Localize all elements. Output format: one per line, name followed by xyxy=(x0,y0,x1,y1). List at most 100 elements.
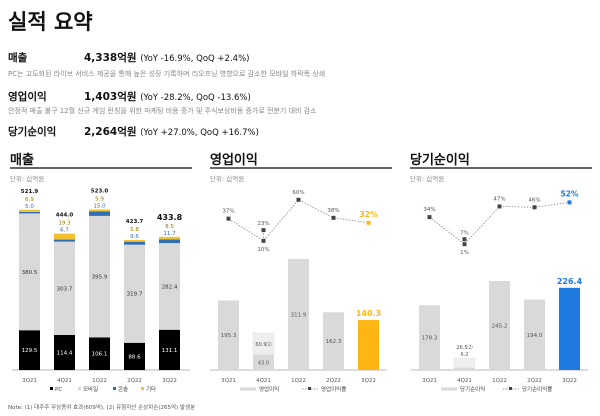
adjusted-label: 7% xyxy=(460,230,469,236)
line-marker xyxy=(462,242,467,247)
legend-label: 기타 xyxy=(146,385,156,393)
op-income-change: (YoY -28.2%, QoQ -13.6%) xyxy=(140,93,251,103)
line-marker xyxy=(366,220,371,225)
legend-label: 영업이익 xyxy=(259,385,279,393)
data-label: 195.3 xyxy=(221,333,237,339)
bar-segment-콘솔 xyxy=(89,211,110,216)
tick-label: 3Q21 xyxy=(22,378,37,384)
data-label: 9.6 xyxy=(130,234,139,240)
line-label: 60% xyxy=(292,190,304,196)
tick-label: 3Q21 xyxy=(422,378,437,384)
data-label: 140.3 xyxy=(356,309,381,318)
legend-label: 모바일 xyxy=(83,385,98,393)
adjusted-marker xyxy=(261,228,266,233)
bar-segment-기타 xyxy=(54,233,75,240)
net-income-value: 2,264억원 (YoY +27.0%, QoQ +16.7%) xyxy=(84,124,259,139)
tick-label: 2Q22 xyxy=(326,378,341,384)
bar-segment-PC xyxy=(159,329,180,370)
legend-label: 콘솔 xyxy=(118,385,128,393)
net-income-change: (YoY +27.0%, QoQ +16.7%) xyxy=(140,128,259,138)
unit-label: 단위: 십억원 xyxy=(210,175,245,183)
adjustment-bar xyxy=(252,332,275,355)
data-label: 6.7 xyxy=(60,228,69,234)
revenue-chart-title: 매출 xyxy=(10,153,34,168)
op-income-label: 영업이익 xyxy=(8,91,47,103)
tick-label: 3Q22 xyxy=(562,378,577,384)
line-label: 38% xyxy=(327,208,339,214)
bar-segment-PC xyxy=(19,330,40,370)
data-label: 245.2 xyxy=(492,323,508,329)
line-label: 32% xyxy=(360,210,378,219)
adjustment-bar xyxy=(453,357,476,368)
legend-marker xyxy=(308,387,311,390)
adjustment-label: 26.5⑵ xyxy=(456,344,472,351)
data-label: 380.5 xyxy=(22,270,38,276)
tick-label: 3Q22 xyxy=(162,378,177,384)
bar-3Q22 xyxy=(358,320,379,370)
bar-segment-콘솔 xyxy=(159,239,180,244)
net-income-amount: 2,264억원 xyxy=(84,126,137,138)
bar-2Q22 xyxy=(323,312,344,370)
data-label: 194.0 xyxy=(527,333,543,339)
bar-segment-모바일 xyxy=(54,241,75,335)
tick-label: 4Q21 xyxy=(256,378,271,384)
data-label: 395.9 xyxy=(92,275,108,281)
bar-4Q21 xyxy=(253,354,274,370)
adjusted-label: 23% xyxy=(257,221,269,227)
line-marker xyxy=(331,215,336,220)
data-label: 226.4 xyxy=(557,277,583,286)
data-label: 129.5 xyxy=(22,348,38,354)
legend-swatch xyxy=(50,387,53,390)
line-marker xyxy=(567,200,572,205)
page-title: 실적 요약 xyxy=(8,10,93,34)
legend-marker xyxy=(509,387,512,390)
line-label: 46% xyxy=(528,197,540,203)
op-income-desc: 안정적 매출 불구 12월 신규 게임 런칭을 위한 마케팅 비용 증가 및 주… xyxy=(8,107,317,115)
revenue-value: 4,338억원 (YoY -16.9%, QoQ +2.4%) xyxy=(84,50,249,65)
data-label: 131.1 xyxy=(162,348,178,354)
bar-segment-모바일 xyxy=(159,243,180,330)
op-income-value: 1,403억원 (YoY -28.2%, QoQ -13.6%) xyxy=(84,89,251,104)
tick-label: 3Q22 xyxy=(361,378,376,384)
line-marker xyxy=(532,205,537,210)
data-label: 88.6 xyxy=(128,354,141,360)
tick-label: 1Q22 xyxy=(492,378,507,384)
legend-label: PC xyxy=(55,387,62,393)
data-label: 6.9 xyxy=(25,197,34,203)
tick-label: 1Q22 xyxy=(92,378,107,384)
unit-label: 단위: 십억원 xyxy=(410,175,445,183)
bar-segment-콘솔 xyxy=(124,241,145,245)
bar-3Q21 xyxy=(419,305,440,370)
legend-label: 당기순이익률 xyxy=(522,385,552,393)
data-label: 282.4 xyxy=(162,284,178,290)
op-income-amount: 1,403억원 xyxy=(84,91,137,103)
bar-segment-기타 xyxy=(19,209,40,212)
data-label: 319.7 xyxy=(127,292,143,298)
bar-segment-기타 xyxy=(89,209,110,212)
data-label: 106.1 xyxy=(92,352,108,358)
divider xyxy=(410,167,592,169)
bar-segment-모바일 xyxy=(19,213,40,331)
footnote: Note: (1) 대주주 무상증여 효과(609억), (2) 유형자산 손상… xyxy=(8,405,196,411)
data-label: 11.7 xyxy=(163,231,176,237)
bar-1Q22 xyxy=(288,258,309,370)
bar-1Q22 xyxy=(489,280,510,370)
tick-label: 2Q22 xyxy=(127,378,142,384)
tick-label: 1Q22 xyxy=(291,378,306,384)
tick-label: 3Q21 xyxy=(221,378,236,384)
revenue-desc: PC는 고도화된 라이브 서비스 제공을 통해 높은 성장 기록하며 리오프닝 … xyxy=(8,70,326,78)
bar-2Q22 xyxy=(524,299,545,370)
bar-segment-모바일 xyxy=(89,215,110,338)
line-marker xyxy=(296,197,301,202)
tick-label: 2Q22 xyxy=(527,378,542,384)
bar-segment-PC xyxy=(54,334,75,370)
revenue-label: 매출 xyxy=(8,52,28,64)
line-label: 37% xyxy=(222,209,234,215)
data-label: 303.7 xyxy=(57,286,73,292)
tick-label: 4Q21 xyxy=(457,378,472,384)
bar-segment-콘솔 xyxy=(54,239,75,242)
data-label: 15.0 xyxy=(93,203,106,209)
total-label: 521.9 xyxy=(21,189,39,195)
divider xyxy=(10,167,192,169)
